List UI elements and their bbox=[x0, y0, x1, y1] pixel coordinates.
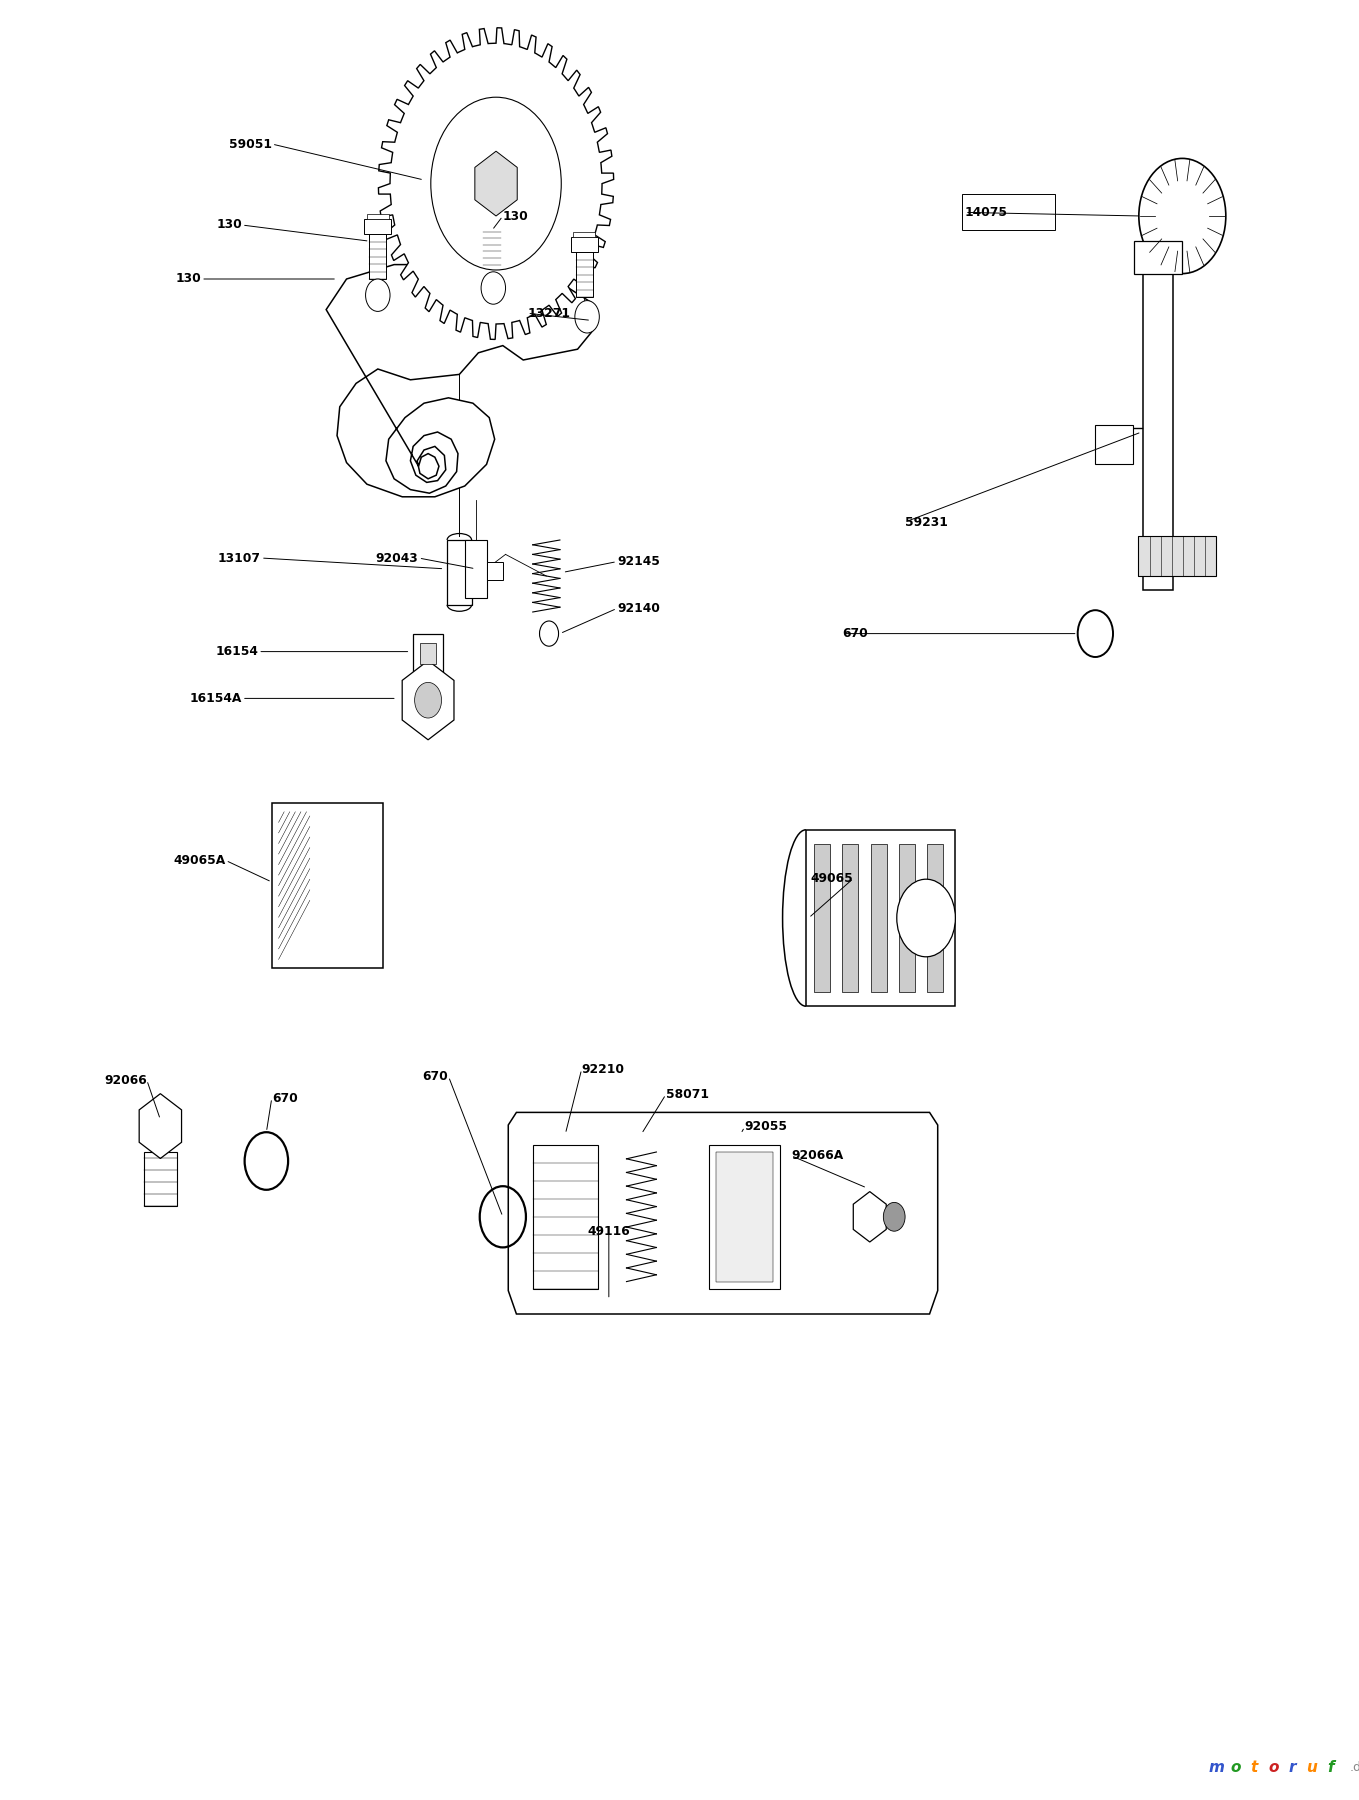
Bar bbox=[478, 211, 506, 225]
Text: o: o bbox=[1230, 1760, 1241, 1775]
Bar bbox=[571, 238, 598, 252]
Bar bbox=[144, 1152, 177, 1206]
Bar bbox=[573, 232, 595, 238]
Circle shape bbox=[540, 621, 559, 646]
Text: 92210: 92210 bbox=[582, 1062, 625, 1076]
Polygon shape bbox=[326, 265, 595, 497]
Bar bbox=[465, 540, 487, 598]
Bar bbox=[533, 1145, 598, 1289]
Text: 49065A: 49065A bbox=[174, 853, 226, 868]
Bar bbox=[420, 643, 436, 664]
Polygon shape bbox=[139, 1094, 182, 1159]
Bar bbox=[447, 540, 472, 605]
Circle shape bbox=[366, 279, 390, 311]
Circle shape bbox=[883, 1202, 905, 1231]
Bar bbox=[716, 1152, 773, 1282]
Bar bbox=[1139, 536, 1216, 576]
Text: 59231: 59231 bbox=[905, 515, 949, 529]
Text: 16154: 16154 bbox=[215, 644, 258, 659]
Bar bbox=[962, 194, 1055, 230]
Text: 130: 130 bbox=[175, 272, 201, 286]
Text: 670: 670 bbox=[272, 1091, 298, 1105]
Bar bbox=[1133, 241, 1182, 274]
Text: 16154A: 16154A bbox=[189, 691, 242, 706]
Text: 670: 670 bbox=[843, 626, 868, 641]
Text: 92055: 92055 bbox=[745, 1120, 788, 1134]
Text: m: m bbox=[1208, 1760, 1224, 1775]
Text: 92043: 92043 bbox=[376, 551, 419, 565]
Polygon shape bbox=[378, 27, 614, 340]
Text: 13107: 13107 bbox=[217, 551, 261, 565]
Bar bbox=[843, 844, 859, 992]
Bar bbox=[814, 844, 830, 992]
Bar bbox=[806, 830, 955, 1006]
Text: r: r bbox=[1288, 1760, 1296, 1775]
Text: 58071: 58071 bbox=[666, 1087, 709, 1102]
Circle shape bbox=[1139, 158, 1226, 274]
Circle shape bbox=[575, 301, 599, 333]
Bar bbox=[364, 220, 391, 234]
Circle shape bbox=[481, 272, 506, 304]
Text: 130: 130 bbox=[216, 218, 242, 232]
Bar bbox=[871, 844, 886, 992]
Text: 92066: 92066 bbox=[105, 1073, 147, 1087]
Bar bbox=[927, 844, 943, 992]
Circle shape bbox=[414, 682, 442, 718]
Text: 670: 670 bbox=[423, 1069, 448, 1084]
Text: 13271: 13271 bbox=[527, 306, 571, 320]
Text: f: f bbox=[1328, 1760, 1333, 1775]
Bar bbox=[898, 844, 915, 992]
Text: 92066A: 92066A bbox=[791, 1148, 843, 1163]
Text: 49116: 49116 bbox=[587, 1224, 631, 1238]
Text: u: u bbox=[1306, 1760, 1317, 1775]
Text: 130: 130 bbox=[503, 209, 529, 223]
Bar bbox=[487, 562, 503, 580]
Polygon shape bbox=[853, 1192, 886, 1242]
Text: 49065: 49065 bbox=[811, 871, 853, 886]
Text: .de: .de bbox=[1349, 1760, 1359, 1775]
Text: o: o bbox=[1268, 1760, 1279, 1775]
Bar bbox=[370, 234, 386, 279]
Bar bbox=[272, 803, 383, 968]
Circle shape bbox=[431, 97, 561, 270]
Bar bbox=[576, 252, 593, 297]
Bar bbox=[484, 225, 500, 265]
Circle shape bbox=[897, 878, 955, 958]
Text: 14075: 14075 bbox=[965, 205, 1008, 220]
Bar bbox=[1143, 274, 1173, 590]
Bar bbox=[709, 1145, 780, 1289]
Text: 92140: 92140 bbox=[617, 601, 660, 616]
Bar bbox=[367, 214, 389, 220]
Bar bbox=[481, 205, 503, 211]
Text: t: t bbox=[1250, 1760, 1258, 1775]
Text: 59051: 59051 bbox=[228, 137, 272, 151]
Polygon shape bbox=[474, 151, 518, 216]
Bar bbox=[413, 634, 443, 673]
Polygon shape bbox=[402, 661, 454, 740]
Text: 92145: 92145 bbox=[617, 554, 660, 569]
Bar bbox=[1095, 425, 1133, 464]
